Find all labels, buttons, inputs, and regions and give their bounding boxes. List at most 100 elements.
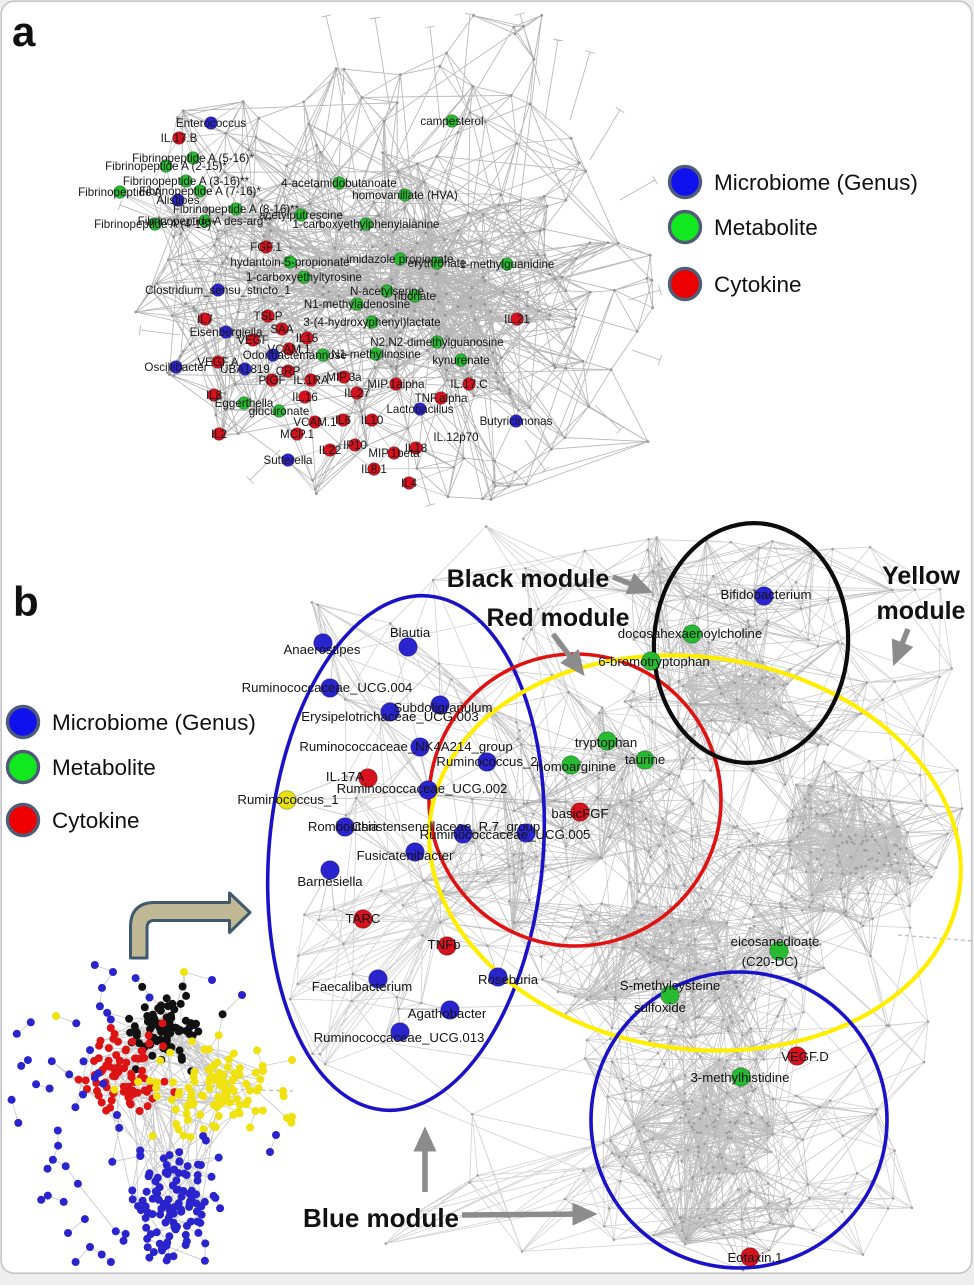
svg-text:VCAM.1: VCAM.1 — [267, 343, 310, 356]
svg-text:Clostridium_sensu_stricto_1: Clostridium_sensu_stricto_1 — [145, 284, 291, 297]
svg-text:Sutterella: Sutterella — [264, 454, 314, 467]
svg-text:Odoribacter: Odoribacter — [243, 349, 304, 362]
svg-text:VCAM.1: VCAM.1 — [293, 416, 336, 429]
svg-text:MIP.3a: MIP.3a — [326, 371, 362, 384]
svg-text:Microbiome (Genus): Microbiome (Genus) — [52, 710, 256, 735]
svg-text:1-carboxyethyltyrosine: 1-carboxyethyltyrosine — [246, 271, 362, 284]
svg-text:VEGF.A: VEGF.A — [197, 356, 239, 369]
svg-text:IP10: IP10 — [343, 439, 367, 452]
svg-text:Cytokine: Cytokine — [714, 272, 802, 297]
svg-text:basicFGF: basicFGF — [551, 806, 608, 821]
svg-text:tryptophan: tryptophan — [575, 735, 637, 750]
svg-text:IL18: IL18 — [405, 442, 428, 455]
svg-text:Yellow: Yellow — [882, 562, 960, 590]
svg-text:FGF.1: FGF.1 — [250, 241, 282, 254]
svg-text:Metabolite: Metabolite — [52, 755, 156, 780]
svg-text:IL10: IL10 — [361, 414, 384, 427]
svg-text:taurine: taurine — [625, 752, 665, 767]
svg-text:IL6: IL6 — [335, 414, 351, 427]
svg-text:Blue module: Blue module — [303, 1203, 459, 1233]
svg-text:MIP.1beta: MIP.1beta — [368, 447, 420, 460]
svg-text:IL.16: IL.16 — [292, 391, 318, 404]
svg-text:N1-methyladenosine: N1-methyladenosine — [304, 298, 410, 311]
svg-text:Fibrinopeptide A (4-15)*: Fibrinopeptide A (4-15)* — [94, 218, 216, 231]
svg-text:Agathobacter: Agathobacter — [408, 1006, 487, 1021]
svg-text:homoarginine: homoarginine — [536, 759, 616, 774]
svg-text:Romboutsia: Romboutsia — [308, 819, 379, 834]
svg-text:Fusicatenibacter: Fusicatenibacter — [357, 848, 454, 863]
svg-text:homovanillate (HVA): homovanillate (HVA) — [352, 189, 458, 202]
svg-text:MCP.1: MCP.1 — [280, 428, 314, 441]
svg-text:Ruminococcaceae_UCG.002: Ruminococcaceae_UCG.002 — [337, 781, 508, 796]
svg-text:Fibrinopeptide A (2-15)*: Fibrinopeptide A (2-15)* — [105, 160, 227, 173]
svg-text:PIGF: PIGF — [258, 374, 285, 387]
svg-text:Eisenbergiella: Eisenbergiella — [190, 326, 263, 339]
svg-text:ribonate: ribonate — [394, 290, 436, 303]
svg-text:Anaerostipes: Anaerostipes — [284, 642, 361, 657]
svg-text:docosahexaenoylcholine: docosahexaenoylcholine — [618, 626, 762, 641]
svg-text:TNF.alpha: TNF.alpha — [415, 392, 468, 405]
svg-text:IL8.1: IL8.1 — [361, 463, 387, 476]
svg-text:IL15: IL15 — [296, 332, 319, 345]
svg-text:(C20-DC): (C20-DC) — [742, 954, 798, 969]
svg-text:MIP.1alpha: MIP.1alpha — [367, 378, 425, 391]
svg-text:Fibrinopeptide A (5-16)*: Fibrinopeptide A (5-16)* — [132, 152, 254, 165]
svg-text:Red module: Red module — [486, 604, 629, 632]
svg-text:Ruminococcus_1: Ruminococcus_1 — [237, 792, 338, 807]
svg-text:IL.1RA: IL.1RA — [293, 374, 329, 387]
svg-text:IL.12p70: IL.12p70 — [433, 431, 478, 444]
svg-text:N-acetylserine: N-acetylserine — [350, 285, 424, 298]
svg-text:Eotaxin.1: Eotaxin.1 — [728, 1250, 783, 1265]
svg-text:IL.17.B: IL.17.B — [161, 132, 198, 145]
svg-text:IL.17.C: IL.17.C — [450, 378, 487, 391]
svg-text:1-carboxyethylphenylalanine: 1-carboxyethylphenylalanine — [293, 218, 440, 231]
svg-text:IL2: IL2 — [211, 428, 227, 441]
svg-text:N2,N2-dimethylguanosine: N2,N2-dimethylguanosine — [370, 336, 503, 349]
svg-text:b: b — [13, 578, 39, 625]
svg-text:Fibrinopeptide A (8-16)**: Fibrinopeptide A (8-16)** — [173, 203, 300, 216]
svg-text:TNFb: TNFb — [428, 937, 461, 952]
svg-text:IL.27: IL.27 — [344, 387, 370, 400]
svg-text:campesterol: campesterol — [420, 115, 483, 128]
svg-text:module: module — [877, 597, 966, 625]
svg-text:3-methylhistidine: 3-methylhistidine — [691, 1070, 790, 1085]
svg-text:Ruminococcaceae_UCG.013: Ruminococcaceae_UCG.013 — [314, 1030, 485, 1045]
svg-text:Barnesiella: Barnesiella — [297, 874, 363, 889]
svg-text:Black module: Black module — [447, 565, 610, 593]
svg-text:mannose: mannose — [299, 349, 347, 362]
svg-text:Fibrinopeptide A des-arg**: Fibrinopeptide A des-arg** — [138, 215, 273, 228]
svg-text:VEGF.D: VEGF.D — [781, 1049, 829, 1064]
svg-text:imidazole propionate: imidazole propionate — [347, 253, 454, 266]
svg-text:Christensenellaceae_R.7_group: Christensenellaceae_R.7_group — [352, 819, 540, 834]
svg-text:Enterococcus: Enterococcus — [176, 117, 246, 130]
svg-text:S-methylcysteine: S-methylcysteine — [620, 978, 720, 993]
svg-text:SAA: SAA — [270, 323, 293, 336]
svg-text:UBA1819: UBA1819 — [220, 363, 270, 376]
svg-text:Ruminococcaceae_UCG.005: Ruminococcaceae_UCG.005 — [420, 827, 591, 842]
svg-text:sulfoxide: sulfoxide — [634, 1000, 686, 1015]
svg-text:Butyricimonas: Butyricimonas — [480, 415, 553, 428]
svg-text:1-methylguanidine: 1-methylguanidine — [460, 258, 555, 271]
svg-text:VEGF: VEGF — [237, 334, 269, 347]
svg-text:TARC: TARC — [346, 911, 381, 926]
svg-text:Oscillibacter: Oscillibacter — [144, 361, 207, 374]
svg-text:a: a — [12, 8, 36, 55]
svg-text:Bifidobacterium: Bifidobacterium — [721, 587, 812, 602]
svg-text:Fibrinopeptide A (7-16)*: Fibrinopeptide A (7-16)* — [139, 185, 261, 198]
svg-text:IL8: IL8 — [206, 389, 222, 402]
svg-text:Ruminococcaceae_NK4A214_group: Ruminococcaceae_NK4A214_group — [299, 739, 512, 754]
svg-text:Ruminococcus_2: Ruminococcus_2 — [436, 754, 537, 769]
svg-text:eicosanedioate: eicosanedioate — [731, 934, 820, 949]
svg-text:Alistipes: Alistipes — [156, 194, 199, 207]
svg-text:Ruminococcaceae_UCG.004: Ruminococcaceae_UCG.004 — [242, 680, 413, 695]
svg-text:Erysipelotrichaceae_UCG.003: Erysipelotrichaceae_UCG.003 — [301, 709, 478, 724]
svg-text:CRP: CRP — [276, 365, 301, 378]
svg-text:Faecalibacterium: Faecalibacterium — [312, 979, 412, 994]
svg-text:IL22: IL22 — [319, 444, 342, 457]
svg-text:Eggerthella: Eggerthella — [215, 397, 274, 410]
svg-text:Blautia: Blautia — [390, 625, 431, 640]
svg-text:Microbiome (Genus): Microbiome (Genus) — [714, 170, 918, 195]
svg-text:glucuronate: glucuronate — [249, 405, 310, 418]
svg-text:IL.21: IL.21 — [504, 313, 530, 326]
svg-text:Subdoligranulum: Subdoligranulum — [394, 700, 493, 715]
